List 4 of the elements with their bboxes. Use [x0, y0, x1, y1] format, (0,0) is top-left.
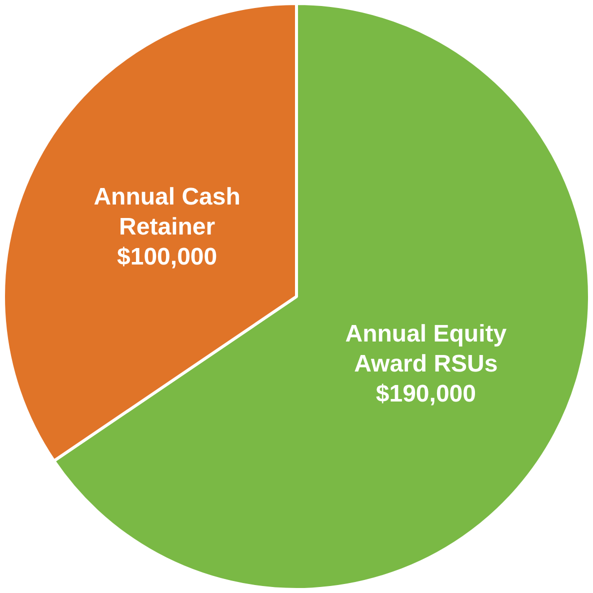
data-label: $190,000 — [376, 380, 476, 408]
slice-label: Annual Cash Retainer — [94, 184, 240, 241]
slice-label: Annual Equity Award RSUs — [345, 320, 508, 378]
data-label: $100,000 — [117, 244, 218, 271]
